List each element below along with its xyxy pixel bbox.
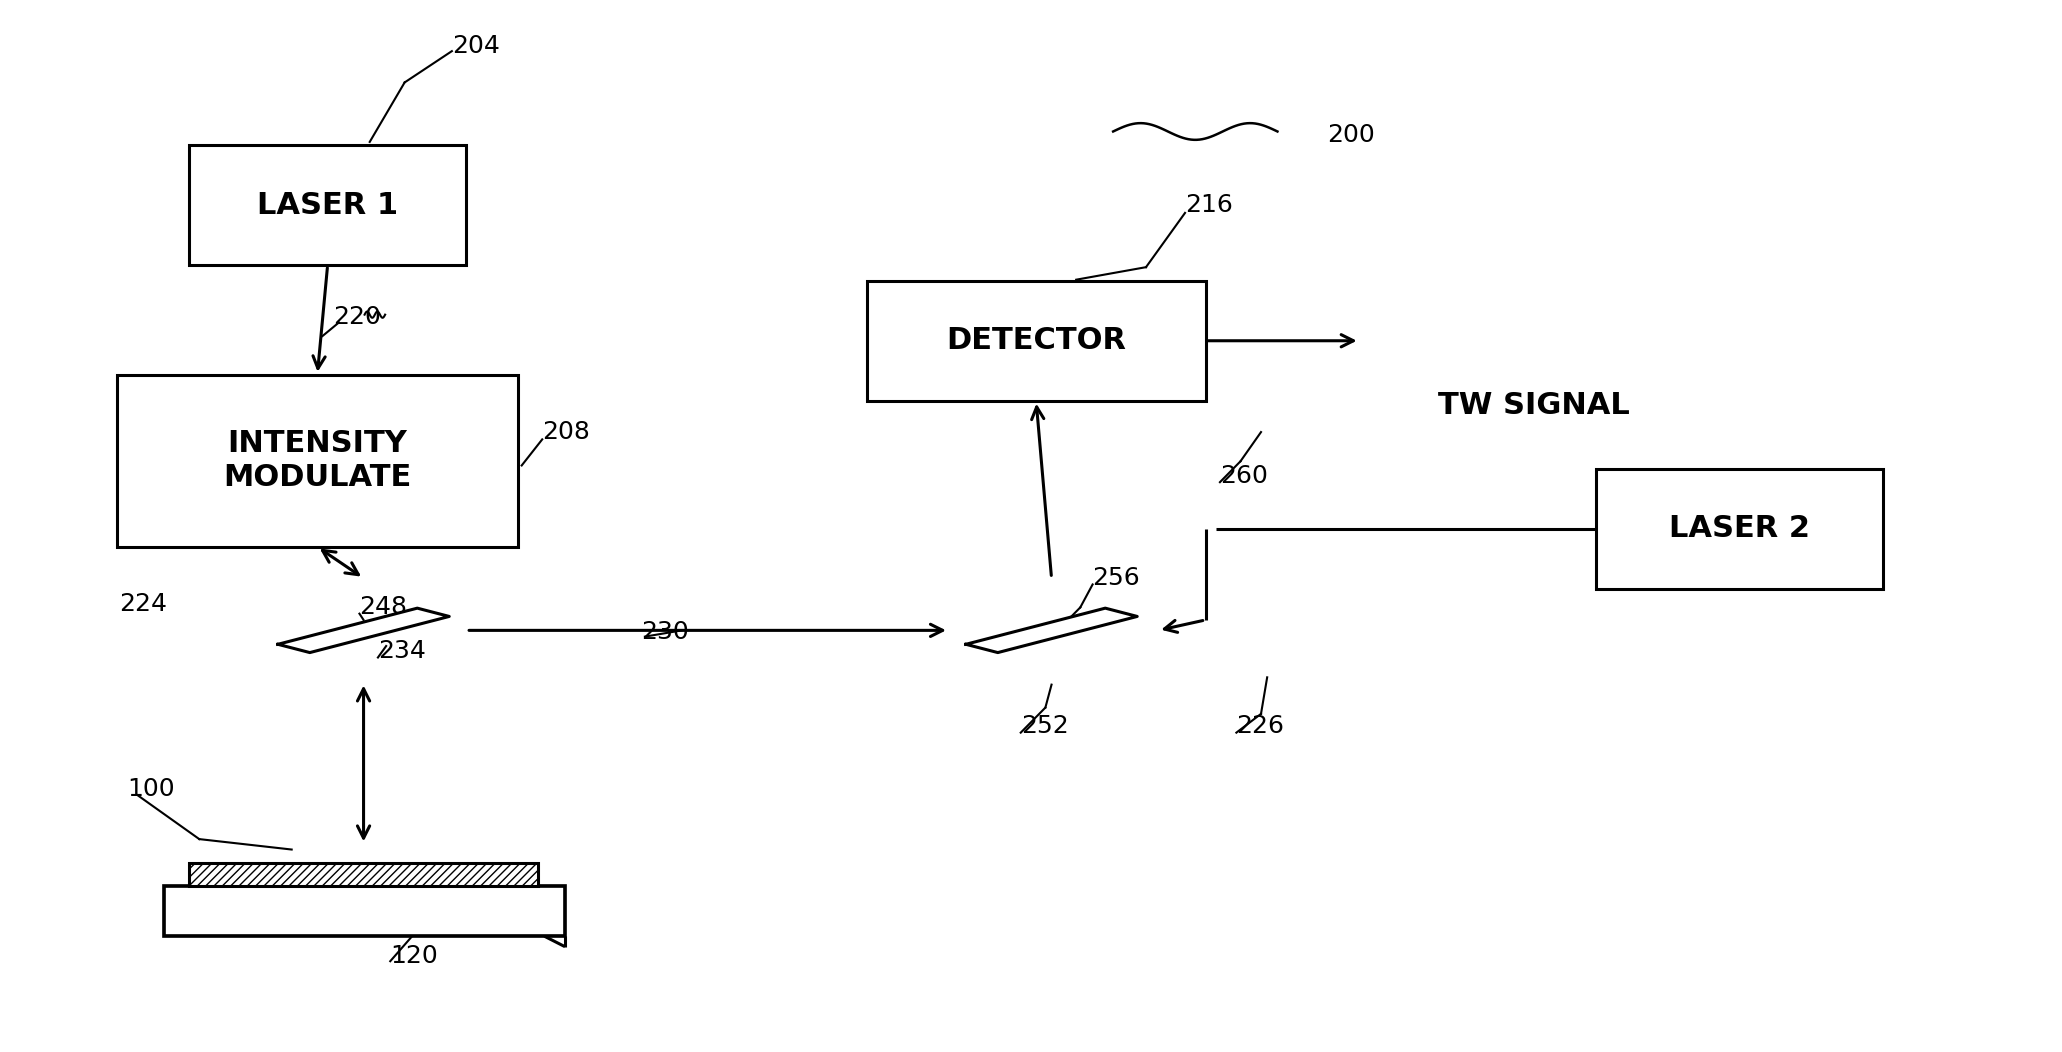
Text: 204: 204 xyxy=(452,34,499,58)
Text: DETECTOR: DETECTOR xyxy=(946,326,1126,356)
Text: TW SIGNAL: TW SIGNAL xyxy=(1437,391,1629,421)
Text: 256: 256 xyxy=(1093,566,1140,590)
Text: 226: 226 xyxy=(1237,714,1285,739)
Text: 234: 234 xyxy=(377,640,427,663)
Text: LASER 1: LASER 1 xyxy=(258,190,398,220)
Text: 100: 100 xyxy=(128,777,175,801)
Text: LASER 2: LASER 2 xyxy=(1668,514,1810,543)
Text: 200: 200 xyxy=(1326,123,1375,146)
FancyBboxPatch shape xyxy=(118,375,518,547)
Text: 230: 230 xyxy=(641,621,689,645)
Polygon shape xyxy=(965,608,1138,652)
FancyBboxPatch shape xyxy=(165,886,565,936)
Text: 120: 120 xyxy=(390,944,437,968)
Text: 208: 208 xyxy=(542,420,590,444)
Text: 224: 224 xyxy=(120,592,167,616)
Text: 252: 252 xyxy=(1021,714,1068,739)
Text: 260: 260 xyxy=(1221,464,1268,488)
FancyBboxPatch shape xyxy=(190,145,466,265)
Text: 220: 220 xyxy=(332,305,381,329)
Text: INTENSITY
MODULATE: INTENSITY MODULATE xyxy=(223,429,412,492)
FancyBboxPatch shape xyxy=(1596,468,1883,589)
FancyBboxPatch shape xyxy=(866,281,1206,401)
Text: 248: 248 xyxy=(359,595,408,620)
Text: 212: 212 xyxy=(1794,525,1843,548)
Polygon shape xyxy=(278,608,450,652)
Text: 216: 216 xyxy=(1186,193,1233,217)
FancyBboxPatch shape xyxy=(190,863,538,886)
